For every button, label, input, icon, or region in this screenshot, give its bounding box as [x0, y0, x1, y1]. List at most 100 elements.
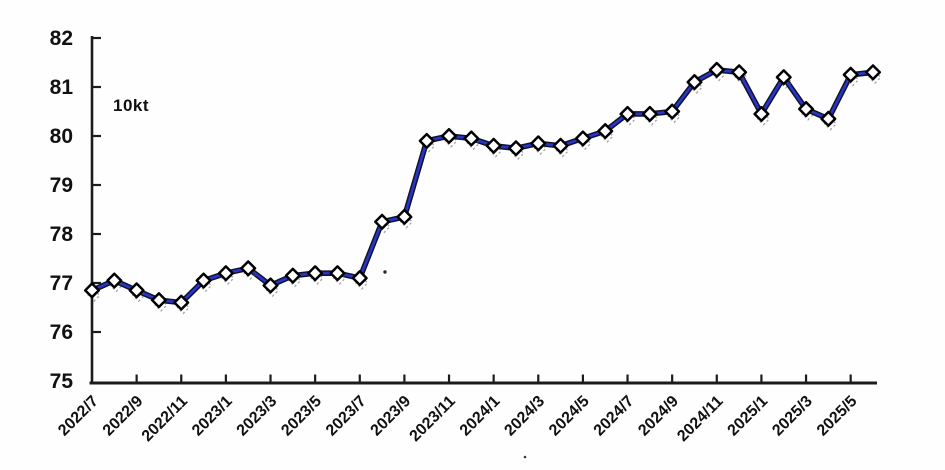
- data-point-marker: [842, 66, 859, 83]
- y-axis-label: 82: [50, 27, 73, 50]
- x-axis-label: 2023/11: [407, 393, 459, 445]
- marker-ghost-artifact: [734, 70, 748, 85]
- x-axis-label: 2024/5: [546, 393, 593, 440]
- marker-ghost-artifact: [243, 266, 257, 281]
- x-axis-label: 2025/5: [814, 393, 861, 440]
- data-point-marker: [820, 110, 837, 127]
- marker-ghost-artifact: [176, 300, 190, 315]
- y-axis-label: 80: [50, 125, 73, 148]
- data-point-marker: [396, 208, 413, 225]
- x-axis-label: 2024/11: [674, 393, 726, 445]
- marker-ghost-artifact: [779, 75, 793, 89]
- data-point-marker: [106, 272, 123, 289]
- data-point-marker: [641, 105, 658, 122]
- marker-ghost-artifact: [622, 112, 637, 126]
- marker-ghost-artifact: [823, 117, 838, 131]
- data-point-marker: [619, 105, 636, 122]
- marker-ghost-artifact: [667, 109, 681, 124]
- y-axis-label: 76: [50, 321, 73, 344]
- data-point-marker: [240, 260, 257, 277]
- data-point-marker: [83, 282, 101, 299]
- marker-ghost-artifact: [712, 68, 726, 82]
- marker-ghost-artifact: [265, 283, 280, 298]
- data-point-marker: [597, 123, 614, 140]
- marker-ghost-artifact: [555, 144, 570, 158]
- data-point-marker: [507, 140, 525, 157]
- scan-speck: [523, 455, 527, 459]
- data-point-marker: [864, 64, 882, 81]
- x-axis-label: 2024/3: [501, 393, 548, 440]
- y-axis-label: 79: [50, 174, 73, 197]
- x-axis-label: 2024/7: [591, 393, 638, 440]
- data-point-marker: [753, 105, 770, 122]
- data-point-marker: [284, 267, 301, 284]
- data-point-marker: [463, 130, 480, 147]
- marker-ghost-artifact: [801, 107, 815, 121]
- data-point-marker: [708, 61, 725, 78]
- marker-ghost-artifact: [511, 146, 525, 160]
- x-axis-label: 2022/11: [139, 393, 191, 445]
- data-point-marker: [797, 101, 815, 118]
- marker-ghost-artifact: [154, 298, 168, 312]
- y-axis-label: 81: [50, 76, 74, 99]
- x-axis-label: 2025/3: [769, 393, 816, 440]
- data-point-marker: [351, 270, 368, 287]
- x-axis-label: 2022/7: [55, 393, 102, 440]
- marker-ghost-artifact: [421, 139, 436, 153]
- x-axis-label: 2023/1: [189, 393, 236, 440]
- marker-ghost-artifact: [87, 288, 101, 303]
- marker-ghost-artifact: [533, 141, 547, 156]
- marker-ghost-artifact: [310, 271, 324, 285]
- y-axis-label: 78: [50, 223, 74, 246]
- data-point-marker: [552, 137, 569, 154]
- unit-label: 10kt: [113, 96, 150, 115]
- marker-ghost-artifact: [845, 73, 860, 87]
- marker-ghost-artifact: [578, 136, 592, 151]
- data-point-marker: [574, 130, 591, 147]
- data-point-marker: [128, 282, 145, 299]
- data-point-marker: [440, 127, 458, 145]
- x-axis-label: 2023/5: [278, 393, 325, 440]
- data-point-marker: [173, 294, 190, 311]
- data-point-marker: [307, 265, 324, 282]
- data-point-marker: [686, 74, 703, 91]
- data-point-marker: [418, 132, 435, 149]
- x-axis-label: 2025/1: [725, 393, 772, 440]
- marker-ghost-artifact: [868, 70, 882, 85]
- marker-ghost-artifact: [689, 80, 704, 94]
- y-axis-label: 75: [50, 370, 74, 393]
- marker-ghost-artifact: [466, 136, 481, 151]
- marker-ghost-artifact: [131, 288, 146, 303]
- marker-ghost-artifact: [109, 278, 124, 293]
- x-axis-label: 2023/7: [323, 393, 370, 440]
- data-point-marker: [374, 213, 391, 230]
- scan-speck: [383, 270, 387, 274]
- marker-ghost-artifact: [288, 273, 302, 288]
- data-point-marker: [530, 135, 547, 152]
- marker-ghost-artifact: [645, 112, 659, 126]
- marker-ghost-artifact: [756, 112, 771, 126]
- marker-ghost-artifact: [377, 220, 391, 234]
- y-axis-label: 77: [50, 272, 73, 295]
- data-point-marker: [195, 272, 212, 289]
- data-point-marker: [217, 265, 234, 282]
- data-point-marker: [775, 69, 792, 86]
- x-axis-label: 2024/1: [457, 393, 504, 440]
- marker-ghost-artifact: [355, 276, 369, 290]
- data-point-marker: [485, 137, 502, 154]
- marker-ghost-artifact: [399, 215, 414, 229]
- data-point-marker: [150, 292, 167, 309]
- marker-ghost-artifact: [600, 129, 614, 143]
- marker-ghost-artifact: [221, 271, 235, 285]
- marker-ghost-artifact: [444, 134, 458, 148]
- marker-ghost-artifact: [332, 271, 347, 285]
- data-point-marker: [664, 103, 681, 120]
- marker-ghost-artifact: [488, 144, 503, 158]
- series-line: [90, 68, 875, 304]
- data-point-marker: [262, 277, 279, 294]
- x-axis-label: 2023/3: [234, 393, 281, 440]
- data-point-marker: [329, 265, 346, 282]
- data-point-marker: [731, 64, 748, 81]
